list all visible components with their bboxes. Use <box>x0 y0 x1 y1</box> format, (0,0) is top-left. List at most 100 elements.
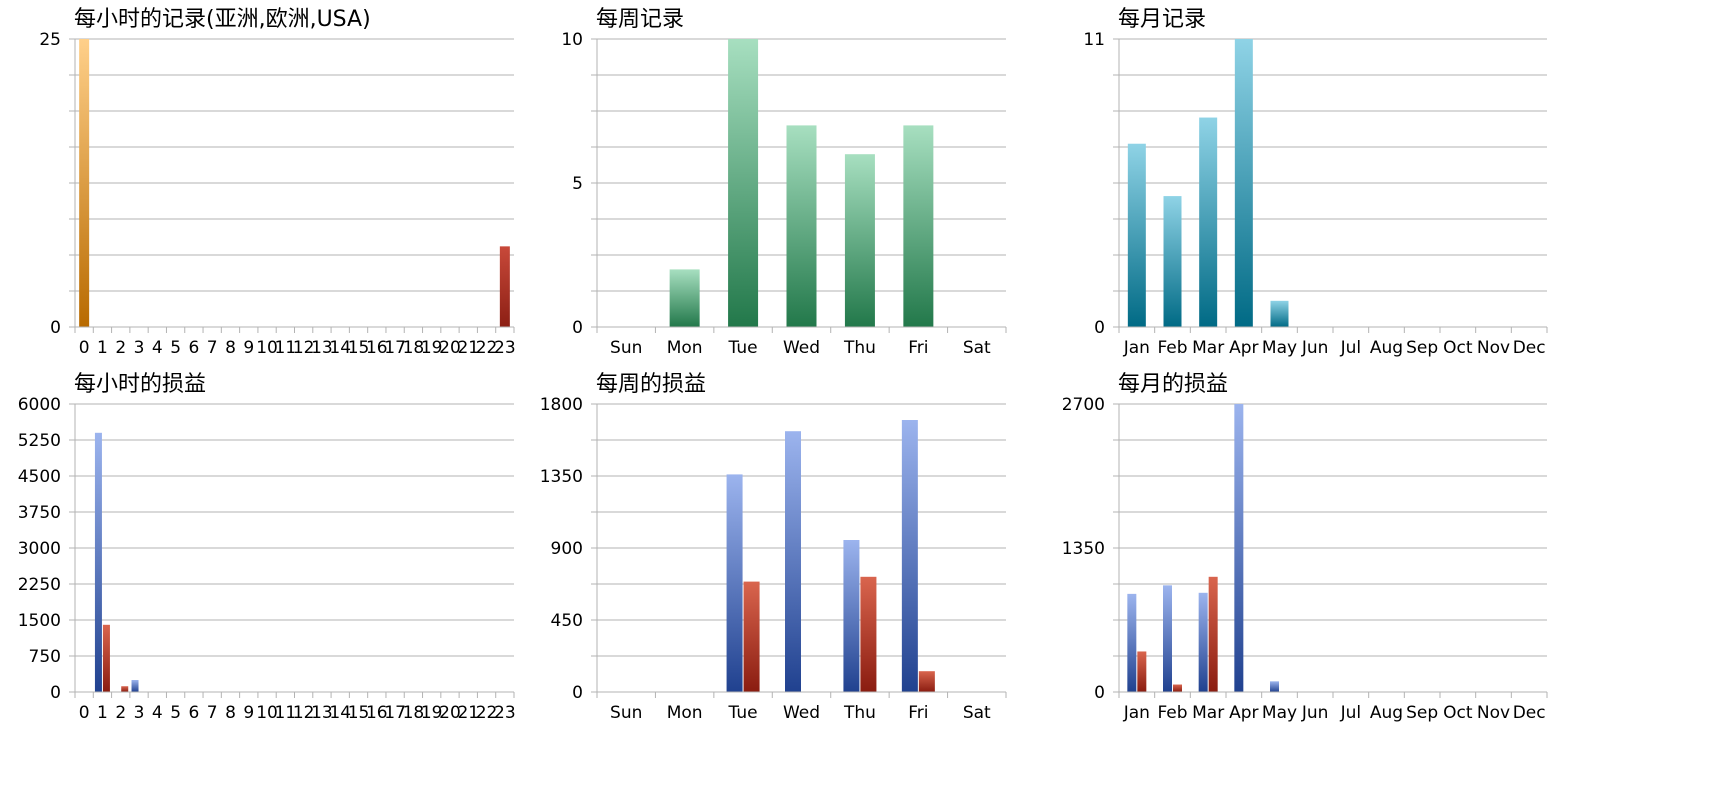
y-tick-label: 0 <box>1094 318 1105 338</box>
y-tick-label: 0 <box>572 318 583 338</box>
bar-Feb-s2 <box>1173 684 1182 692</box>
y-tick-label: 6000 <box>18 395 61 415</box>
bar-3-s1 <box>131 680 139 692</box>
y-tick-label: 1350 <box>1062 539 1105 559</box>
x-tick-label: Apr <box>1229 338 1258 358</box>
x-tick-label: 10 <box>256 703 278 723</box>
bar-Tue-s1 <box>726 474 743 692</box>
x-tick-label: 11 <box>275 338 297 358</box>
y-tick-label: 11 <box>1083 30 1105 50</box>
y-tick-label: 0 <box>572 683 583 703</box>
x-tick-label: 7 <box>207 338 218 358</box>
x-tick-label: 19 <box>421 338 443 358</box>
x-tick-label: 16 <box>366 703 388 723</box>
x-tick-label: 22 <box>476 338 498 358</box>
x-tick-label: Dec <box>1513 703 1546 723</box>
y-tick-label: 5 <box>572 174 583 194</box>
chart-title: 每小时的损益 <box>74 372 206 397</box>
x-tick-label: 16 <box>366 338 388 358</box>
x-tick-label: 15 <box>348 338 370 358</box>
x-tick-label: Wed <box>783 338 820 358</box>
x-tick-label: 11 <box>275 703 297 723</box>
bar-May <box>1270 300 1289 327</box>
y-tick-label: 1500 <box>18 611 61 631</box>
y-tick-label: 900 <box>551 539 583 559</box>
bar-Mar-s1 <box>1198 592 1208 692</box>
bar-Wed <box>786 125 817 328</box>
bar-Thu-s2 <box>860 576 877 692</box>
x-tick-label: 13 <box>311 703 333 723</box>
x-tick-label: 4 <box>152 703 163 723</box>
x-tick-label: Jan <box>1123 703 1150 723</box>
y-tick-label: 1800 <box>540 395 583 415</box>
x-tick-label: 14 <box>329 703 351 723</box>
y-tick-label: 5250 <box>18 431 61 451</box>
x-tick-label: 3 <box>134 703 145 723</box>
x-tick-label: 18 <box>403 338 425 358</box>
x-tick-label: 9 <box>243 338 254 358</box>
bar-May-s1 <box>1270 681 1279 692</box>
x-tick-label: Tue <box>728 703 758 723</box>
y-tick-label: 4500 <box>18 467 61 487</box>
x-tick-label: Aug <box>1370 703 1403 723</box>
x-tick-label: Fri <box>908 703 928 723</box>
x-tick-label: 8 <box>225 703 236 723</box>
x-tick-label: Feb <box>1157 338 1187 358</box>
bar-Thu <box>844 154 875 327</box>
x-tick-label: Aug <box>1370 338 1403 358</box>
bar-1-s2 <box>102 624 110 692</box>
bar-Mar-s2 <box>1208 576 1218 692</box>
x-tick-label: Jun <box>1301 338 1329 358</box>
x-tick-label: Fri <box>908 338 928 358</box>
x-tick-label: Oct <box>1443 703 1473 723</box>
x-tick-label: 20 <box>439 338 461 358</box>
x-tick-label: Sun <box>610 338 642 358</box>
x-tick-label: 14 <box>329 338 351 358</box>
x-tick-label: Sat <box>963 703 991 723</box>
x-tick-label: Mon <box>667 703 703 723</box>
bar-Apr-s1 <box>1234 404 1244 692</box>
x-tick-label: 3 <box>134 338 145 358</box>
x-tick-label: Oct <box>1443 338 1473 358</box>
x-tick-label: 21 <box>457 703 479 723</box>
x-tick-label: Sat <box>963 338 991 358</box>
y-tick-label: 1350 <box>540 467 583 487</box>
x-tick-label: Dec <box>1513 338 1546 358</box>
x-tick-label: 20 <box>439 703 461 723</box>
x-tick-label: 23 <box>494 703 516 723</box>
y-tick-label: 0 <box>50 318 61 338</box>
y-tick-label: 3000 <box>18 539 61 559</box>
bar-Mar <box>1199 117 1218 327</box>
x-tick-label: 18 <box>403 703 425 723</box>
y-tick-label: 10 <box>561 30 583 50</box>
x-tick-label: Jan <box>1123 338 1150 358</box>
x-tick-label: Sep <box>1406 338 1438 358</box>
bar-0 <box>79 39 90 327</box>
bar-Jan-s1 <box>1127 593 1137 692</box>
chart-title: 每小时的记录(亚洲,欧洲,USA) <box>74 7 371 32</box>
x-tick-label: Mon <box>667 338 703 358</box>
x-tick-label: 8 <box>225 338 236 358</box>
y-tick-label: 2700 <box>1062 395 1105 415</box>
bar-Fri-s2 <box>918 671 935 692</box>
x-tick-label: 1 <box>97 703 108 723</box>
x-tick-label: Jul <box>1340 338 1362 358</box>
x-tick-label: 2 <box>115 338 126 358</box>
x-tick-label: 15 <box>348 703 370 723</box>
x-tick-label: Mar <box>1192 703 1224 723</box>
x-tick-label: 0 <box>79 338 90 358</box>
x-tick-label: Sun <box>610 703 642 723</box>
x-tick-label: Thu <box>843 703 876 723</box>
x-tick-label: Wed <box>783 703 820 723</box>
x-tick-label: Apr <box>1229 703 1258 723</box>
bar-23 <box>499 246 510 327</box>
bar-2-s2 <box>121 686 129 692</box>
bar-Fri-s1 <box>901 420 918 692</box>
chart-title: 每周记录 <box>596 7 684 32</box>
chart-3: 每月记录 11 0 Jan Feb Mar Apr May Jun Jul Aug Sep Oct Nov… <box>1083 7 1548 358</box>
y-tick-label: 450 <box>551 611 583 631</box>
x-tick-label: 2 <box>115 703 126 723</box>
y-tick-label: 0 <box>1094 683 1105 703</box>
bar-1-s1 <box>94 432 102 692</box>
